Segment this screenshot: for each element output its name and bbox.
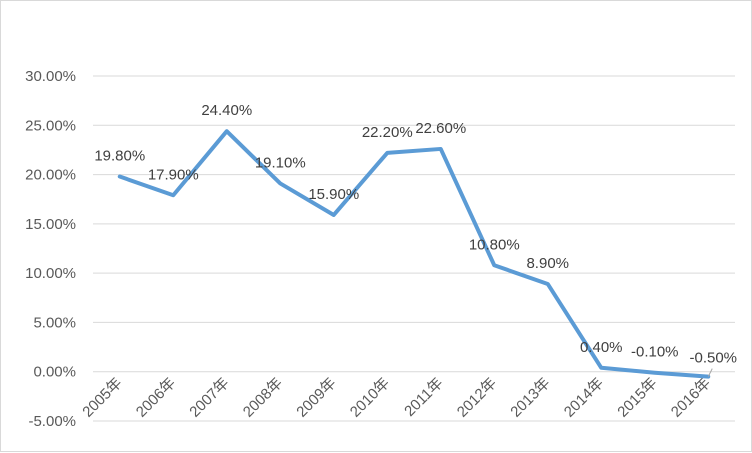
data-label-leader: [707, 368, 713, 377]
gridlines: [93, 75, 735, 422]
data-label: 22.60%: [415, 120, 466, 137]
data-label: 19.10%: [255, 154, 306, 171]
y-tick-label: 25.00%: [25, 117, 76, 134]
data-label: 8.90%: [526, 255, 569, 272]
data-label: 22.20%: [362, 124, 413, 141]
data-labels: 19.80%17.90% 24.40% 19.10%15.90% 22.20% 22.6…: [94, 102, 737, 377]
series-line: [117, 129, 711, 379]
y-tick-label: 5.00%: [33, 314, 76, 331]
data-label: 10.80%: [469, 236, 520, 253]
y-axis-ticks: 30.00% 25.00% 20.00% 15.00% 10.00% 5.00% 0.00%…: [25, 68, 76, 430]
x-tick-label: 2008年: [240, 375, 286, 421]
x-tick-label: 2005年: [79, 375, 125, 421]
y-tick-label: 30.00%: [25, 68, 76, 85]
data-label: 17.90%: [148, 166, 199, 183]
series-layer: [117, 129, 711, 379]
x-tick-label: 2009年: [293, 375, 339, 421]
x-tick-label: 2011年: [401, 375, 446, 420]
y-tick-label: 10.00%: [25, 265, 76, 282]
y-tick-label: 15.00%: [25, 216, 76, 233]
data-label: 24.40%: [201, 102, 252, 119]
x-tick-label: 2007年: [186, 375, 232, 421]
x-tick-label: 2014年: [561, 375, 607, 421]
y-tick-label: -5.00%: [28, 413, 76, 430]
x-tick-label: 2015年: [614, 375, 660, 421]
x-tick-label: 2013年: [507, 375, 553, 421]
y-tick-label: 20.00%: [25, 167, 76, 184]
data-label: 19.80%: [94, 148, 145, 165]
x-axis-ticks: 2005年 2006年 2007年 2008年 2009年 2010年 2011年 2012年…: [79, 375, 714, 421]
x-tick-label: 2010年: [347, 375, 393, 421]
y-tick-label: 0.00%: [33, 364, 76, 381]
x-tick-label: 2016年: [668, 375, 714, 421]
data-label: -0.50%: [689, 350, 737, 367]
data-label: -0.10%: [631, 344, 679, 361]
x-tick-label: 2006年: [133, 375, 179, 421]
x-tick-label: 2012年: [454, 375, 500, 421]
data-label: 0.40%: [580, 339, 623, 356]
data-label: 15.90%: [308, 186, 359, 203]
